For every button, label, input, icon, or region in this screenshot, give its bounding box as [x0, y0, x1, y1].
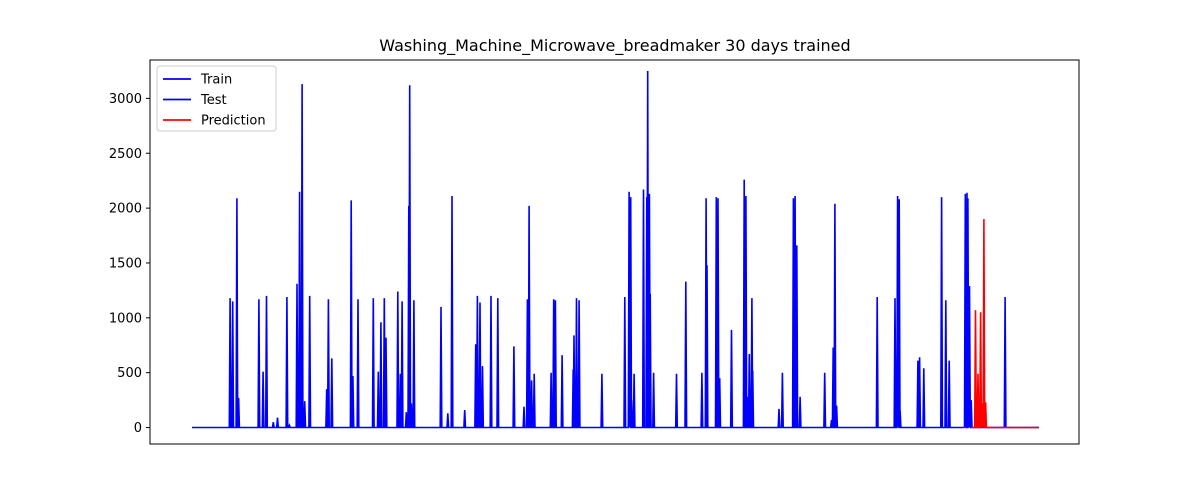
series-train-line	[192, 70, 965, 429]
y-tick-label: 2500	[109, 147, 142, 162]
y-tick-label: 1000	[109, 311, 142, 326]
series-test-line	[963, 192, 1039, 429]
legend-label-train: Train	[200, 73, 232, 88]
y-tick-label: 1500	[109, 256, 142, 271]
y-tick-label: 2000	[109, 202, 142, 217]
legend-label-prediction: Prediction	[201, 114, 266, 129]
y-tick-label: 3000	[109, 92, 142, 107]
chart-title: Washing_Machine_Microwave_breadmaker 30 …	[379, 36, 850, 56]
legend-label-test: Test	[200, 93, 227, 108]
legend-box	[156, 65, 277, 132]
plot-frame	[149, 59, 1080, 445]
y-tick-label: 500	[117, 366, 142, 381]
series-prediction-line	[971, 219, 1039, 429]
legend: Train Test Prediction	[156, 65, 277, 132]
plot-area	[192, 70, 1039, 429]
y-tick-label: 0	[134, 421, 142, 436]
y-axis: 0 500 1000 1500 2000 2500 3000	[109, 92, 150, 436]
